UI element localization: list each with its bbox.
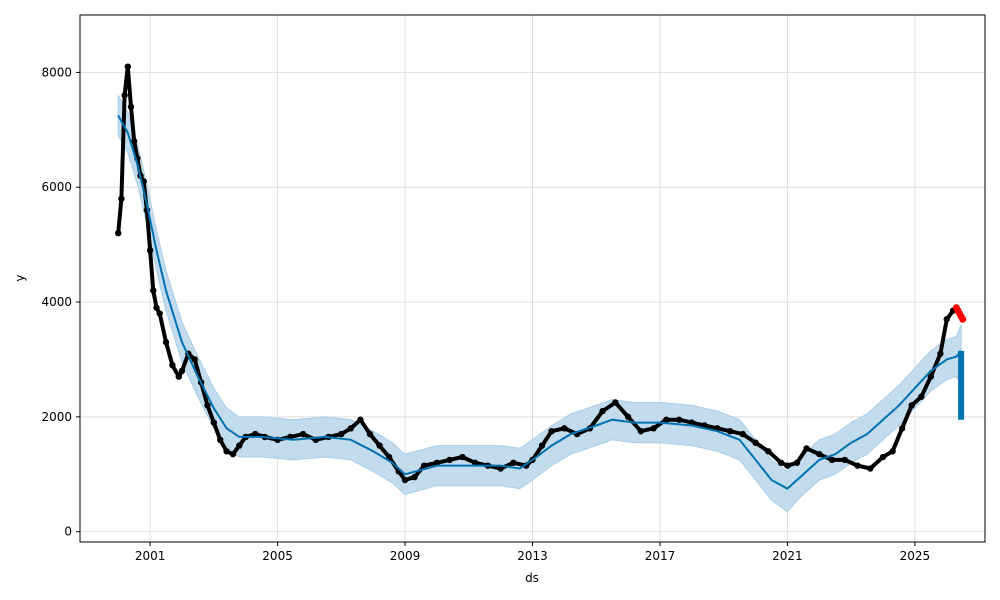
x-tick-label: 2013 (517, 549, 548, 563)
x-tick-label: 2005 (262, 549, 293, 563)
x-tick-label: 2001 (135, 549, 166, 563)
y-tick-label: 4000 (41, 295, 72, 309)
highlight-points (952, 304, 967, 323)
observed-points (115, 63, 957, 484)
observed-trace (116, 64, 956, 482)
forecast-trend (117, 115, 962, 490)
y-axis-label: y (13, 274, 27, 281)
y-axis-ticks: 0 2000 4000 6000 8000 (41, 65, 80, 539)
y-tick-label: 2000 (41, 410, 72, 424)
highlight-point (959, 315, 967, 323)
x-axis-ticks: 2001 2005 2009 2013 2017 2021 2025 (135, 542, 930, 563)
x-tick-label: 2017 (645, 549, 676, 563)
x-tick-label: 2021 (772, 549, 803, 563)
y-tick-label: 0 (64, 525, 72, 539)
y-tick-label: 6000 (41, 180, 72, 194)
grid-lines (80, 15, 985, 542)
x-tick-label: 2009 (390, 549, 421, 563)
x-axis-label: ds (525, 571, 539, 585)
y-tick-label: 8000 (41, 65, 72, 79)
x-tick-label: 2025 (900, 549, 931, 563)
forecast-line (117, 115, 965, 490)
